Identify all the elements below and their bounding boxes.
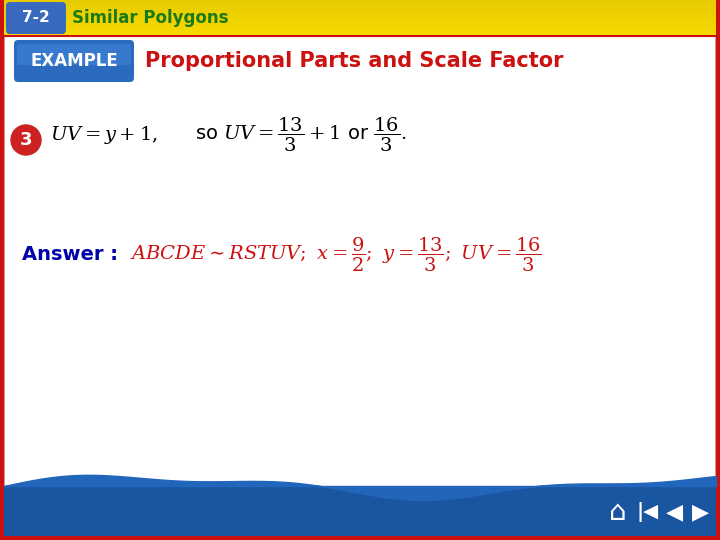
- Bar: [4, 7, 716, 9]
- Bar: [4, 12, 716, 14]
- Text: $ABCDE \sim RSTUV;\ x = \dfrac{9}{2};\ y = \dfrac{13}{3};\ UV = \dfrac{16}{3}$: $ABCDE \sim RSTUV;\ x = \dfrac{9}{2};\ y…: [130, 236, 542, 274]
- FancyBboxPatch shape: [6, 2, 66, 34]
- Text: Answer :: Answer :: [22, 246, 118, 265]
- Bar: [4, 9, 716, 10]
- Bar: [4, 28, 716, 30]
- Bar: [4, 30, 716, 31]
- Text: Similar Polygons: Similar Polygons: [72, 9, 228, 27]
- Bar: [4, 31, 716, 33]
- Bar: [4, 19, 716, 21]
- FancyBboxPatch shape: [17, 44, 131, 65]
- Text: 7-2: 7-2: [22, 10, 50, 25]
- Bar: [4, 0, 716, 2]
- Text: ▶: ▶: [691, 502, 708, 522]
- Text: $UV = y + 1,$: $UV = y + 1,$: [50, 124, 158, 146]
- Text: so $UV = \dfrac{13}{3} + 1$ or $\dfrac{16}{3}.$: so $UV = \dfrac{13}{3} + 1$ or $\dfrac{1…: [195, 116, 407, 154]
- Circle shape: [11, 125, 41, 155]
- Text: EXAMPLE: EXAMPLE: [30, 52, 118, 70]
- FancyBboxPatch shape: [4, 0, 716, 35]
- Bar: [4, 10, 716, 12]
- Bar: [4, 2, 716, 3]
- Bar: [4, 21, 716, 23]
- Bar: [4, 17, 716, 19]
- Bar: [4, 14, 716, 16]
- Text: 3: 3: [19, 131, 32, 149]
- Bar: [4, 33, 716, 35]
- Bar: [4, 23, 716, 24]
- Text: ⌂: ⌂: [609, 498, 627, 526]
- Bar: [4, 26, 716, 28]
- Bar: [4, 5, 716, 7]
- FancyBboxPatch shape: [14, 40, 134, 82]
- Bar: [4, 486, 716, 536]
- Text: ◀: ◀: [667, 502, 683, 522]
- Bar: [4, 3, 716, 5]
- Bar: [4, 24, 716, 26]
- Text: Proportional Parts and Scale Factor: Proportional Parts and Scale Factor: [145, 51, 564, 71]
- Bar: [4, 16, 716, 17]
- Text: |◀: |◀: [637, 502, 659, 522]
